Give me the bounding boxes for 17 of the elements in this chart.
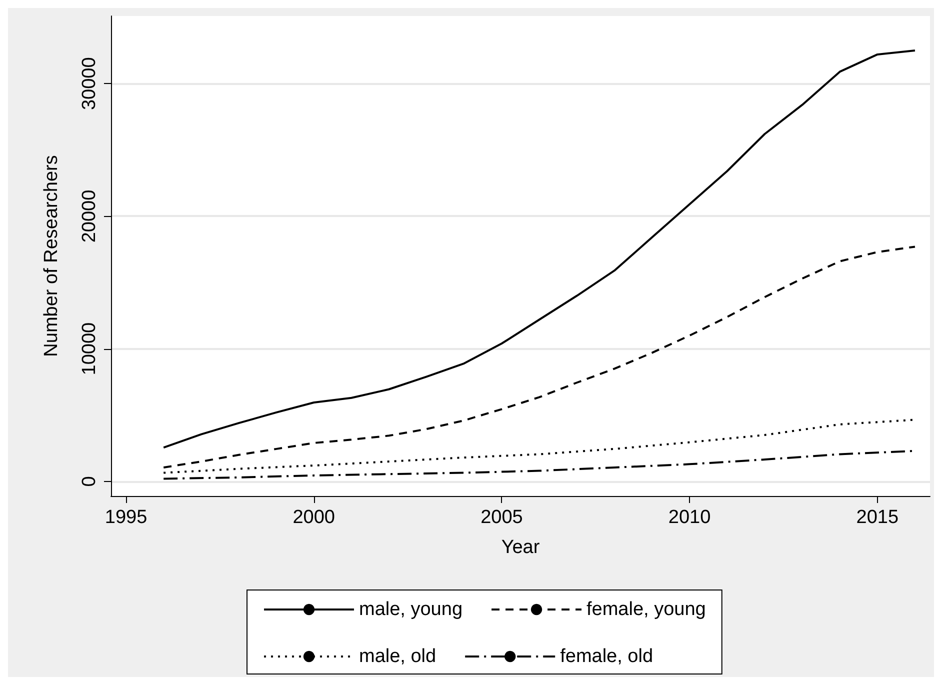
x-tick-label: 2010 bbox=[668, 507, 711, 528]
x-tick-label: 2000 bbox=[292, 507, 336, 528]
y-tick-label: 0 bbox=[79, 476, 100, 487]
y-tick-label: 10000 bbox=[79, 322, 100, 376]
legend-label: male, old bbox=[359, 646, 436, 667]
x-tick-label: 1995 bbox=[104, 507, 148, 528]
legend-label: male, young bbox=[359, 599, 463, 620]
line-series bbox=[162, 49, 916, 449]
y-axis-title: Number of Researchers bbox=[41, 155, 62, 357]
line-series bbox=[162, 246, 916, 468]
x-tick-label: 2015 bbox=[856, 507, 899, 528]
legend-label: female, young bbox=[586, 599, 706, 620]
x-tick-label: 2005 bbox=[480, 507, 523, 528]
y-tick-label: 20000 bbox=[79, 190, 100, 243]
y-tick-label: 30000 bbox=[79, 57, 100, 110]
legend-label: female, old bbox=[560, 646, 654, 667]
x-axis-title: Year bbox=[501, 537, 540, 558]
